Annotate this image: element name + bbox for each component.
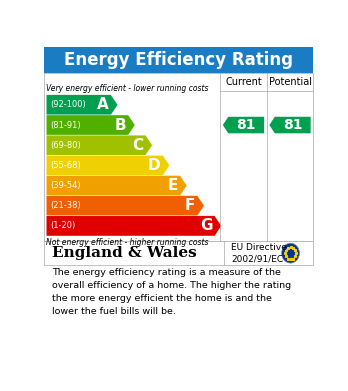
Text: England & Wales: England & Wales bbox=[52, 246, 196, 260]
Polygon shape bbox=[46, 196, 204, 216]
Text: E: E bbox=[168, 178, 178, 193]
Text: (81-91): (81-91) bbox=[50, 120, 81, 129]
Text: Current: Current bbox=[225, 77, 262, 87]
FancyBboxPatch shape bbox=[44, 72, 313, 241]
Text: EU Directive: EU Directive bbox=[231, 243, 287, 252]
Polygon shape bbox=[46, 176, 187, 196]
Text: (21-38): (21-38) bbox=[50, 201, 81, 210]
FancyBboxPatch shape bbox=[44, 47, 313, 72]
FancyBboxPatch shape bbox=[44, 241, 313, 265]
Polygon shape bbox=[46, 135, 152, 155]
Text: 81: 81 bbox=[236, 118, 256, 132]
Text: F: F bbox=[185, 198, 195, 213]
Polygon shape bbox=[269, 117, 311, 133]
Text: Very energy efficient - lower running costs: Very energy efficient - lower running co… bbox=[46, 84, 209, 93]
Text: Energy Efficiency Rating: Energy Efficiency Rating bbox=[64, 51, 293, 69]
Text: (92-100): (92-100) bbox=[50, 100, 86, 109]
Text: (69-80): (69-80) bbox=[50, 141, 81, 150]
Text: 81: 81 bbox=[283, 118, 302, 132]
Polygon shape bbox=[223, 117, 264, 133]
Text: (39-54): (39-54) bbox=[50, 181, 81, 190]
Text: (1-20): (1-20) bbox=[50, 221, 76, 230]
Polygon shape bbox=[46, 115, 135, 135]
Text: (55-68): (55-68) bbox=[50, 161, 81, 170]
Text: G: G bbox=[200, 219, 213, 233]
Text: The energy efficiency rating is a measure of the
overall efficiency of a home. T: The energy efficiency rating is a measur… bbox=[52, 268, 291, 316]
Polygon shape bbox=[46, 216, 222, 236]
Text: Not energy efficient - higher running costs: Not energy efficient - higher running co… bbox=[46, 238, 209, 247]
Polygon shape bbox=[46, 155, 169, 176]
Text: Potential: Potential bbox=[269, 77, 311, 87]
Text: 2002/91/EC: 2002/91/EC bbox=[231, 254, 283, 263]
Polygon shape bbox=[46, 95, 118, 115]
Text: D: D bbox=[148, 158, 161, 173]
Text: C: C bbox=[132, 138, 143, 153]
Text: B: B bbox=[114, 118, 126, 133]
Text: A: A bbox=[97, 97, 109, 112]
Circle shape bbox=[282, 243, 299, 263]
